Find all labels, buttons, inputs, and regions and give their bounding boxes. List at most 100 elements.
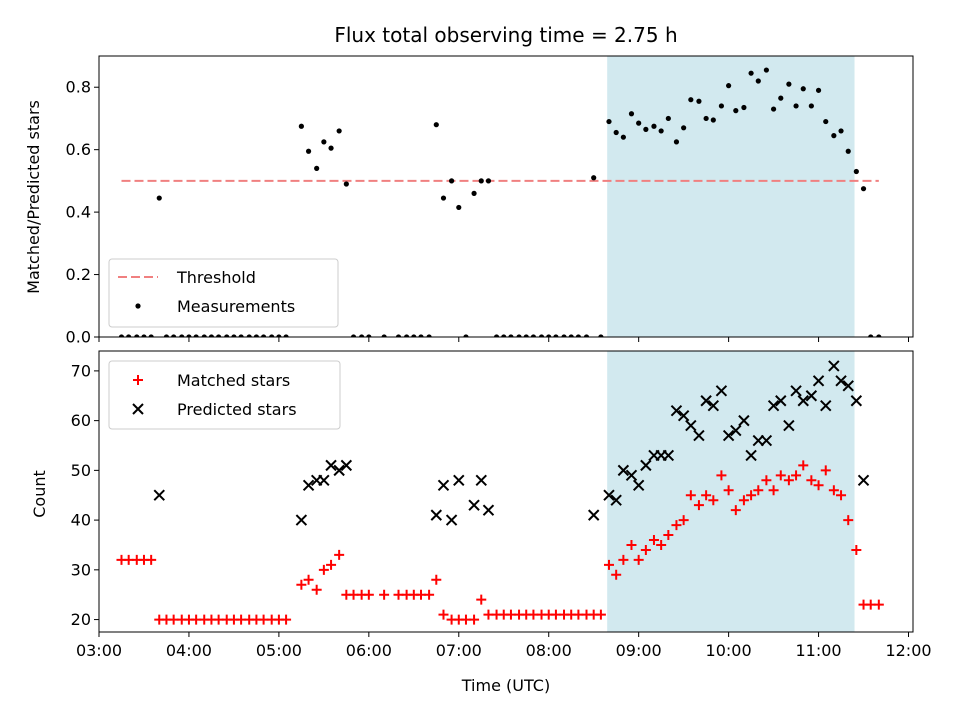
predicted-star-point (318, 474, 330, 487)
predicted-star-point (775, 395, 787, 407)
measurement-point (171, 334, 177, 337)
measurement-point (485, 178, 492, 184)
measurement-point (770, 106, 777, 112)
matched-star-point (326, 559, 337, 570)
matched-star-point (633, 554, 644, 565)
predicted-star-point (670, 404, 683, 417)
measurement-point (381, 334, 387, 337)
measurement-point (808, 103, 814, 109)
matched-star-point (685, 490, 696, 501)
measurement-point (696, 98, 702, 104)
measurement-point (613, 129, 619, 136)
measurement-point (508, 334, 514, 337)
matched-star-point (836, 490, 847, 501)
top-legend: Threshold Measurements (108, 258, 339, 328)
measurement-point (448, 178, 455, 184)
measurement-point (538, 334, 545, 337)
measurement-point (636, 120, 642, 126)
predicted-star-point (610, 494, 622, 506)
measurement-point (478, 178, 484, 184)
predicted-star-point (468, 499, 480, 511)
measurement-point (643, 126, 649, 132)
measurement-point (134, 334, 140, 337)
matched-star-point (640, 544, 651, 555)
matched-star-point (595, 609, 606, 620)
x-tick-label: 04:00 (166, 641, 212, 660)
measurement-point (336, 128, 342, 134)
measurement-point (366, 334, 372, 337)
measurement-point (651, 123, 657, 129)
predicted-star-point (603, 489, 615, 501)
predicted-star-point (805, 390, 818, 402)
predicted-star-point (632, 479, 645, 491)
measurement-point (530, 334, 537, 337)
measurement-point (269, 334, 275, 337)
measurement-point (575, 334, 582, 337)
measurement-point (141, 334, 147, 337)
measurement-point (253, 334, 260, 337)
measurement-point (216, 334, 222, 337)
top-y-axis-title: Matched/Predicted stars (24, 100, 43, 294)
measurement-point (516, 334, 522, 337)
measurement-point (741, 104, 747, 111)
measurement-point (246, 334, 252, 337)
matched-star-point (828, 485, 839, 496)
x-tick-label: 06:00 (346, 641, 392, 660)
plot-frame (98, 350, 914, 633)
chart-title: Flux total observing time = 2.75 h (334, 23, 677, 47)
matched-star-point (611, 569, 622, 580)
predicted-star-point (828, 360, 840, 372)
predicted-star-point (715, 385, 728, 397)
measurement-point (718, 103, 725, 109)
matched-star-point (708, 495, 719, 506)
matched-legend-label: Matched stars (177, 371, 290, 390)
matched-star-point (431, 574, 442, 585)
measurement-point (193, 334, 199, 337)
measurement-point (426, 334, 432, 337)
matched-star-point (296, 579, 307, 590)
measurement-point (553, 334, 559, 337)
measurement-point (793, 103, 799, 109)
measurement-point (860, 186, 867, 192)
matched-star-point (618, 554, 629, 565)
measurement-point (681, 125, 687, 131)
predicted-star-point (693, 429, 705, 442)
measurement-point (755, 78, 761, 84)
predicted-star-point (430, 509, 443, 521)
measurement-point (546, 334, 552, 337)
predicted-star-point (153, 489, 165, 501)
measurement-point (620, 134, 626, 140)
matched-star-point (753, 485, 764, 496)
predicted-star-point (842, 380, 854, 392)
legend-box (108, 360, 341, 430)
measurement-point (305, 148, 312, 154)
measurement-point (208, 334, 215, 337)
predicted-star-point (700, 395, 712, 407)
measurement-point (126, 334, 132, 337)
predicted-legend-label: Predicted stars (177, 400, 297, 419)
matched-star-point (851, 544, 862, 555)
x-tick-label: 12:00 (885, 641, 931, 660)
y-tick-label: 0.6 (66, 140, 91, 159)
y-tick-label: 40 (71, 511, 91, 530)
predicted-star-point (707, 400, 720, 412)
matched-star-point (318, 564, 329, 575)
matched-star-point (843, 515, 854, 526)
matched-star-point (281, 614, 292, 625)
x-tick-label: 09:00 (616, 641, 662, 660)
measurement-point (561, 334, 567, 337)
measurement-point (868, 334, 874, 337)
predicted-star-point (625, 469, 638, 482)
predicted-star-point (797, 395, 809, 407)
measurement-point (224, 334, 230, 337)
matched-star-point (663, 530, 674, 541)
matched-star-point (146, 554, 157, 565)
matched-star-point (791, 470, 802, 481)
x-tick-label: 10:00 (706, 641, 752, 660)
measurement-point (314, 165, 320, 171)
matched-star-point (716, 470, 727, 481)
matched-star-point (813, 480, 824, 491)
measurement-point (471, 190, 477, 196)
measurement-point (321, 139, 327, 145)
measurement-point (440, 195, 447, 201)
